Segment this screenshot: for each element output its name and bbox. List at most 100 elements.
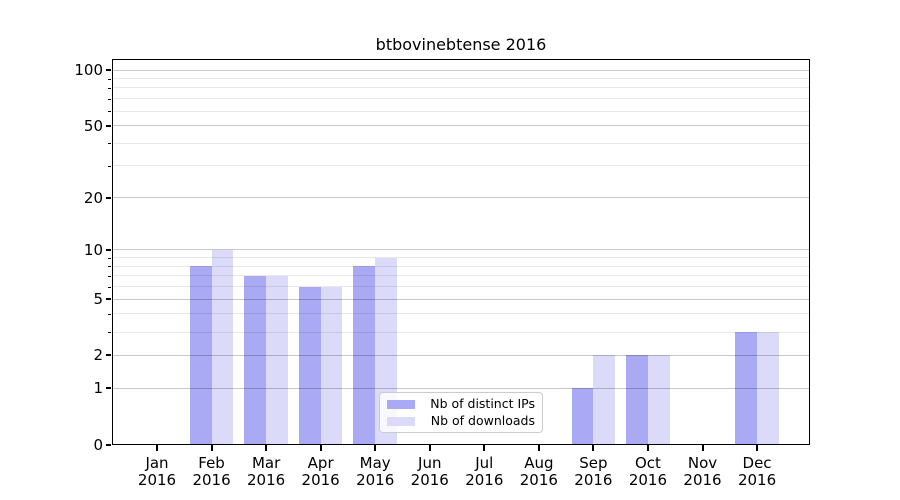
bar-oct-nb-of-downloads: [647, 355, 670, 445]
y-minor-tick-60: [108, 111, 111, 112]
y-gridline-minor-70: [112, 98, 810, 100]
bar-apr-nb-of-distinct-ips: [298, 286, 321, 445]
x-tick-month-feb: Feb: [198, 454, 225, 472]
x-tick-year-sep: 2016: [574, 471, 613, 489]
y-minor-tick-4: [108, 313, 111, 315]
x-tick-month-jul: Jul: [475, 454, 494, 472]
x-tick-aug: [537, 445, 540, 451]
bar-dec-nb-of-distinct-ips: [735, 332, 758, 445]
bar-dec-nb-of-downloads: [757, 332, 779, 445]
x-tick-jul: [483, 445, 486, 451]
x-tick-month-jan: Jan: [145, 454, 169, 472]
x-tick-year-jun: 2016: [410, 471, 449, 489]
x-tick-label-dec: Dec 2016: [729, 455, 785, 489]
x-tick-month-oct: Oct: [634, 454, 661, 472]
x-tick-month-aug: Aug: [524, 454, 554, 472]
bar-may-nb-of-distinct-ips: [353, 266, 376, 445]
x-tick-label-aug: Aug 2016: [511, 455, 567, 489]
chart-title: btbovinebtense 2016: [375, 35, 547, 54]
x-tick-year-dec: 2016: [737, 471, 777, 489]
x-tick-year-nov: 2016: [683, 471, 722, 489]
plot-area: [112, 59, 810, 445]
y-gridline-minor-30: [112, 165, 810, 167]
y-tick-label-100: 100: [74, 61, 103, 80]
x-tick-label-jul: Jul 2016: [456, 455, 512, 489]
x-tick-month-mar: Mar: [251, 454, 281, 472]
x-tick-month-sep: Sep: [579, 454, 608, 472]
x-tick-year-apr: 2016: [301, 471, 340, 489]
y-gridline-minor-8: [112, 265, 810, 267]
y-gridline-major-2: [112, 354, 810, 356]
y-tick-20: [106, 196, 111, 199]
y-tick-2: [106, 354, 111, 357]
y-minor-tick-7: [108, 275, 111, 277]
y-gridline-major-20: [112, 197, 810, 198]
y-gridline-minor-40: [112, 142, 810, 144]
y-gridline-major-50: [112, 125, 810, 127]
y-tick-label-2: 2: [93, 346, 103, 365]
y-tick-0: [106, 443, 111, 446]
y-gridline-minor-60: [112, 110, 810, 112]
y-minor-tick-80: [108, 87, 111, 89]
legend-swatch-nb-of-downloads: [387, 416, 415, 426]
y-gridline-minor-3: [112, 331, 810, 333]
x-tick-label-oct: Oct 2016: [620, 455, 676, 489]
legend-item-nb-of-distinct-ips: Nb of distinct IPs: [387, 397, 542, 411]
y-tick-label-10: 10: [83, 240, 103, 259]
y-gridline-major-10: [112, 249, 810, 251]
y-gridline-minor-4: [112, 313, 810, 315]
y-gridline-major-100: [112, 69, 810, 71]
y-minor-tick-8: [108, 266, 111, 268]
x-tick-label-may: May 2016: [347, 455, 403, 489]
x-tick-year-oct: 2016: [628, 471, 668, 489]
y-tick-label-20: 20: [83, 188, 103, 207]
y-tick-100: [106, 69, 111, 72]
y-tick-label-0: 0: [93, 435, 103, 454]
x-tick-year-mar: 2016: [247, 471, 286, 489]
y-gridline-major-5: [112, 298, 810, 300]
x-tick-sep: [592, 445, 595, 451]
x-tick-month-nov: Nov: [687, 454, 718, 472]
x-tick-feb: [210, 445, 213, 451]
x-tick-label-nov: Nov 2016: [675, 455, 731, 489]
y-minor-tick-3: [108, 332, 111, 334]
bar-oct-nb-of-distinct-ips: [626, 355, 648, 445]
legend-label-nb-of-downloads: Nb of downloads: [430, 413, 535, 428]
x-tick-label-jan: Jan 2016: [129, 455, 185, 489]
x-tick-year-jul: 2016: [465, 471, 504, 489]
bar-mar-nb-of-downloads: [266, 275, 288, 445]
x-tick-mar: [265, 445, 268, 451]
bar-apr-nb-of-downloads: [320, 286, 343, 445]
x-tick-label-jun: Jun 2016: [402, 455, 458, 489]
x-tick-label-mar: Mar 2016: [238, 455, 294, 489]
x-tick-label-feb: Feb 2016: [184, 455, 240, 489]
y-gridline-major-1: [112, 387, 810, 389]
y-tick-label-1: 1: [93, 379, 103, 398]
bar-mar-nb-of-distinct-ips: [244, 275, 267, 445]
y-gridline-minor-80: [112, 87, 810, 89]
x-tick-year-aug: 2016: [519, 471, 558, 489]
x-tick-dec: [756, 445, 759, 451]
y-tick-label-50: 50: [83, 116, 103, 135]
y-gridline-minor-9: [112, 257, 810, 259]
y-minor-tick-90: [108, 78, 111, 80]
y-gridline-minor-6: [112, 286, 810, 288]
legend: Nb of distinct IPs Nb of downloads: [379, 392, 543, 433]
legend-swatch-nb-of-distinct-ips: [387, 399, 415, 409]
x-tick-apr: [319, 445, 322, 451]
y-minor-tick-30: [108, 165, 111, 167]
x-tick-jun: [428, 445, 431, 451]
y-tick-50: [106, 124, 111, 127]
legend-item-nb-of-downloads: Nb of downloads: [387, 414, 542, 428]
x-tick-label-sep: Sep 2016: [565, 455, 621, 489]
bar-sep-nb-of-distinct-ips: [571, 388, 594, 445]
x-tick-label-apr: Apr 2016: [293, 455, 349, 489]
x-tick-nov: [701, 445, 704, 451]
bar-feb-nb-of-downloads: [211, 249, 234, 445]
y-tick-1: [106, 387, 111, 390]
x-tick-oct: [646, 445, 649, 451]
y-tick-label-5: 5: [93, 290, 103, 309]
y-tick-5: [106, 298, 111, 301]
x-tick-month-jun: Jun: [418, 454, 442, 472]
